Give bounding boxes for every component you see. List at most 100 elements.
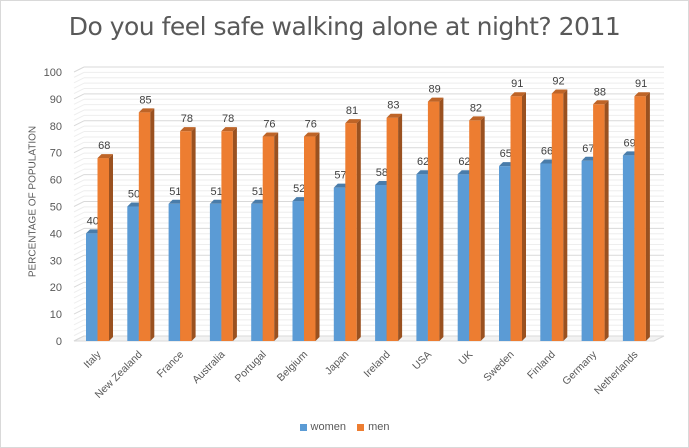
data-label-men: 82 xyxy=(470,102,482,114)
data-label-men: 81 xyxy=(346,105,358,117)
bar-side-men xyxy=(398,113,403,341)
bar-men xyxy=(386,117,399,341)
x-tick-label: Netherlands xyxy=(592,349,641,398)
data-label-women: 51 xyxy=(211,186,223,198)
side-gridline xyxy=(73,147,85,154)
bar-women xyxy=(499,166,511,341)
side-gridline xyxy=(73,260,85,267)
legend-swatch-men xyxy=(357,423,365,431)
legend-label-women: women xyxy=(310,421,346,433)
y-tick-label: 0 xyxy=(56,336,62,348)
side-gridline xyxy=(73,292,85,299)
side-gridline xyxy=(73,303,85,310)
x-tick-label: Belgium xyxy=(275,348,310,383)
data-label-women: 62 xyxy=(458,156,470,168)
data-label-men: 76 xyxy=(263,119,275,131)
y-tick-label: 80 xyxy=(50,121,62,133)
bar-men xyxy=(97,158,109,341)
data-label-women: 62 xyxy=(417,156,429,168)
bar-women xyxy=(251,203,263,341)
bar-top-men xyxy=(138,108,155,113)
y-tick-label: 70 xyxy=(50,148,62,160)
bar-men xyxy=(551,93,564,342)
bar-men xyxy=(634,96,646,342)
side-gridline xyxy=(73,287,85,294)
bar-side-men xyxy=(604,100,609,341)
side-gridline xyxy=(73,109,85,116)
side-gridline xyxy=(73,206,85,213)
data-label-men: 92 xyxy=(552,76,564,88)
chart-title: Do you feel safe walking alone at night?… xyxy=(68,12,621,41)
bar-men xyxy=(427,101,440,341)
side-gridline xyxy=(73,158,85,164)
y-tick-label: 30 xyxy=(50,255,62,267)
side-gridline xyxy=(73,184,85,191)
bar-side-men xyxy=(191,127,196,342)
side-gridline xyxy=(73,98,85,105)
data-label-women: 52 xyxy=(293,183,305,195)
bar-women xyxy=(581,160,594,341)
side-gridline xyxy=(73,281,85,288)
x-tick-label: Italy xyxy=(82,348,105,371)
y-tick-label: 90 xyxy=(50,94,62,106)
bar-women xyxy=(127,206,139,341)
side-gridline xyxy=(73,195,85,202)
side-gridline xyxy=(73,314,85,320)
bar-women xyxy=(209,203,222,341)
x-tick-label: Finland xyxy=(525,349,558,382)
x-tick-label: Australia xyxy=(190,349,227,386)
side-gridline xyxy=(73,104,85,111)
bar-top-men xyxy=(386,113,403,118)
data-label-men: 91 xyxy=(511,78,523,90)
bar-side-men xyxy=(315,132,320,341)
bar-men xyxy=(138,112,151,341)
bar-top-men xyxy=(97,154,113,159)
bar-top-men xyxy=(510,92,526,97)
bar-women xyxy=(457,174,470,341)
legend-item-men: men xyxy=(357,421,389,433)
side-gridline xyxy=(73,227,85,234)
side-gridline xyxy=(73,136,85,143)
side-gridline xyxy=(73,233,85,240)
side-gridline xyxy=(73,174,85,181)
side-gridline xyxy=(73,308,85,315)
bar-top-men xyxy=(304,132,320,137)
side-gridline xyxy=(73,211,85,218)
side-gridline xyxy=(73,297,85,304)
bar-top-men xyxy=(262,132,279,137)
data-label-women: 51 xyxy=(252,186,264,198)
y-tick-label: 10 xyxy=(50,309,62,321)
bar-top-men xyxy=(634,92,650,97)
x-tick-label: Portugal xyxy=(233,349,269,385)
x-tick-label: USA xyxy=(410,349,434,373)
side-gridline xyxy=(73,77,85,84)
y-tick-label: 60 xyxy=(50,175,62,187)
x-tick-label: France xyxy=(155,349,187,381)
data-label-women: 40 xyxy=(87,215,99,227)
bar-side-men xyxy=(645,92,650,342)
bar-men xyxy=(304,136,316,341)
bar-women xyxy=(333,187,346,341)
data-label-women: 50 xyxy=(128,189,140,201)
data-label-women: 67 xyxy=(582,143,594,155)
bar-side-men xyxy=(522,92,526,342)
bar-women xyxy=(168,203,181,341)
bar-side-men xyxy=(563,89,568,342)
y-tick-label: 100 xyxy=(44,67,62,79)
bar-top-men xyxy=(180,127,196,132)
data-label-men: 76 xyxy=(305,119,317,131)
side-gridline xyxy=(73,152,85,159)
bar-women xyxy=(416,174,428,341)
side-gridline xyxy=(73,93,85,100)
data-label-men: 78 xyxy=(181,113,193,125)
data-label-men: 91 xyxy=(635,78,647,90)
legend-swatch-women xyxy=(299,423,307,431)
side-gridline xyxy=(73,330,85,337)
bar-men xyxy=(345,123,357,341)
bar-side-men xyxy=(232,127,237,342)
bar-men xyxy=(180,131,192,341)
legend-label-men: men xyxy=(368,421,390,433)
side-gridline xyxy=(73,82,85,89)
side-gridline xyxy=(73,238,85,245)
